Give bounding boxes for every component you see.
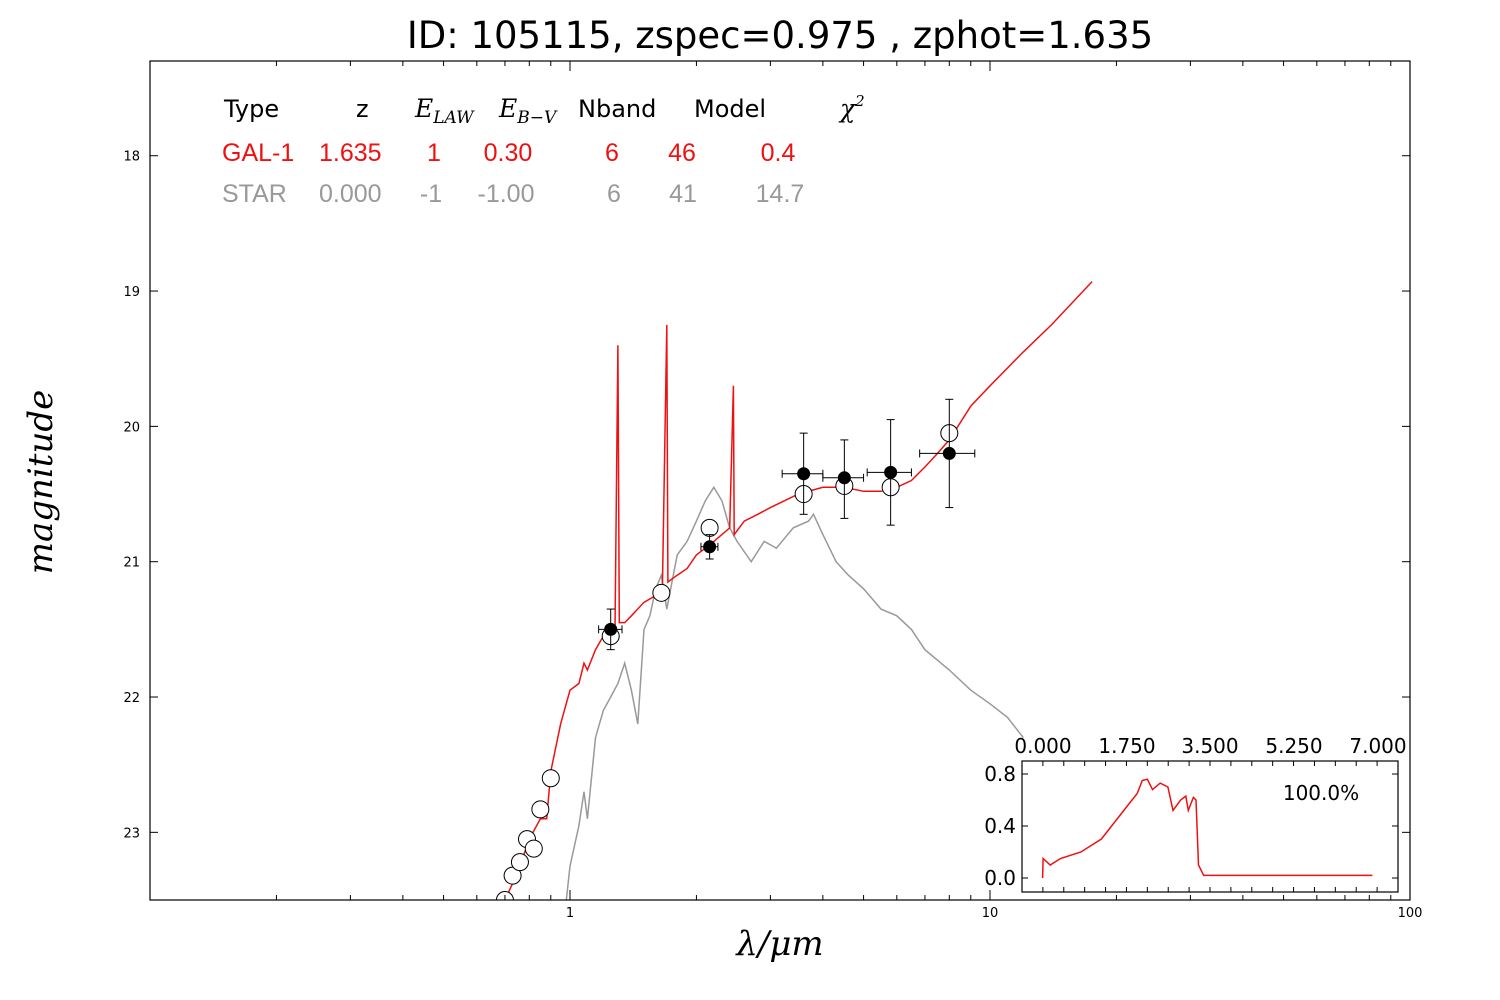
header-elaw-script: LAW (432, 108, 475, 128)
galaxy-chi2: 0.4 (761, 139, 796, 167)
header-type: Type (223, 95, 279, 123)
inset-series-group (1041, 778, 1373, 879)
main-points-group (495, 398, 976, 900)
observed-magnitude-point (604, 622, 618, 636)
header-elaw: ELAW (414, 94, 475, 128)
inset-x-tick-label: 5.250 (1265, 734, 1322, 758)
header-chi2: χ2 (838, 92, 865, 123)
y-tick-label: 23 (123, 826, 140, 841)
star-ebv: -1.00 (478, 180, 535, 208)
observed-magnitude-point (703, 540, 717, 554)
pdf-inset: 0.0 0.4 0.8 0.000 1.750 3.500 5.250 7.000 100.0… (984, 734, 1407, 893)
galaxy-z: 1.635 (319, 139, 382, 167)
header-z: z (356, 95, 369, 123)
chart-title: ID: 105115, zspec=0.975 , zphot=1.635 (406, 14, 1154, 57)
observed-point-group (866, 419, 912, 526)
redshift-pdf-line (1041, 778, 1373, 879)
star-spectrum-line (565, 485, 1024, 900)
header-nband: Nband (578, 95, 656, 123)
star-model: 41 (669, 180, 697, 208)
star-elaw: -1 (420, 180, 442, 208)
x-tick-label: 1 (566, 906, 574, 921)
galaxy-model: 46 (668, 139, 696, 167)
star-nband: 6 (607, 180, 621, 208)
header-chi2-script: 2 (854, 92, 865, 110)
y-tick-label: 20 (123, 420, 140, 435)
header-ebv-base: E (498, 94, 517, 123)
observed-point-group (919, 398, 976, 509)
observed-magnitude-point (837, 471, 851, 485)
star-z: 0.000 (319, 180, 382, 208)
observed-point-group (822, 439, 865, 519)
galaxy-nband: 6 (605, 139, 619, 167)
y-tick-label: 19 (123, 285, 140, 300)
main-series-group (504, 281, 1093, 900)
x-tick-label: 10 (982, 906, 999, 921)
x-tick-label: 100 (1398, 906, 1423, 921)
y-tick-label: 18 (123, 150, 140, 165)
galaxy-elaw: 1 (427, 139, 441, 167)
fit-summary-table: Type z ELAW EB−V Nband Model χ2 GAL-1 1.… (222, 92, 865, 208)
inset-x-tick-label: 7.000 (1349, 734, 1406, 758)
star-row: STAR 0.000 -1 -1.00 6 41 14.7 (222, 180, 804, 208)
galaxy-type: GAL-1 (222, 139, 294, 167)
header-ebv-script: B−V (516, 108, 558, 128)
header-model: Model (694, 95, 766, 123)
inset-background (1022, 761, 1398, 892)
star-chi2: 14.7 (756, 180, 805, 208)
model-magnitude-point (700, 518, 719, 537)
points-layer (495, 398, 976, 900)
x-axis-label: λ/μm (734, 924, 823, 964)
star-type: STAR (222, 180, 287, 208)
model-magnitude-point (531, 800, 550, 819)
inset-y-tick-label: 0.0 (984, 866, 1016, 890)
model-magnitude-point (524, 839, 543, 858)
main-plot-frame (149, 60, 1411, 901)
observed-magnitude-point (797, 467, 811, 481)
model-magnitude-point (541, 769, 560, 788)
inset-x-tick-label: 1.750 (1098, 734, 1155, 758)
inset-y-tick-label: 0.4 (984, 814, 1016, 838)
observed-magnitude-point (884, 465, 898, 479)
header-ebv: EB−V (498, 94, 558, 128)
inset-annotation: 100.0% (1283, 781, 1359, 805)
header-chi2-base: χ (838, 94, 857, 123)
header-elaw-base: E (414, 94, 433, 123)
model-magnitude-point (652, 583, 671, 602)
y-tick-label: 21 (123, 556, 140, 571)
gal-1-spectrum-line (504, 281, 1093, 900)
observed-point-group (700, 534, 719, 560)
inset-y-tick-label: 0.8 (984, 762, 1016, 786)
galaxy-ebv: 0.30 (484, 139, 533, 167)
y-axis-label: magnitude (21, 390, 61, 575)
inset-x-tick-label: 0.000 (1014, 734, 1071, 758)
galaxy-row: GAL-1 1.635 1 0.30 6 46 0.4 (222, 139, 795, 167)
observed-magnitude-point (942, 446, 956, 460)
main-lines (504, 281, 1093, 900)
inset-axis-ticks: 0.0 0.4 0.8 0.000 1.750 3.500 5.250 7.000 (984, 734, 1407, 892)
model-magnitude-point (510, 853, 529, 872)
y-tick-label: 22 (123, 691, 140, 706)
observed-point-group (598, 608, 623, 651)
inset-x-tick-label: 3.500 (1181, 734, 1238, 758)
